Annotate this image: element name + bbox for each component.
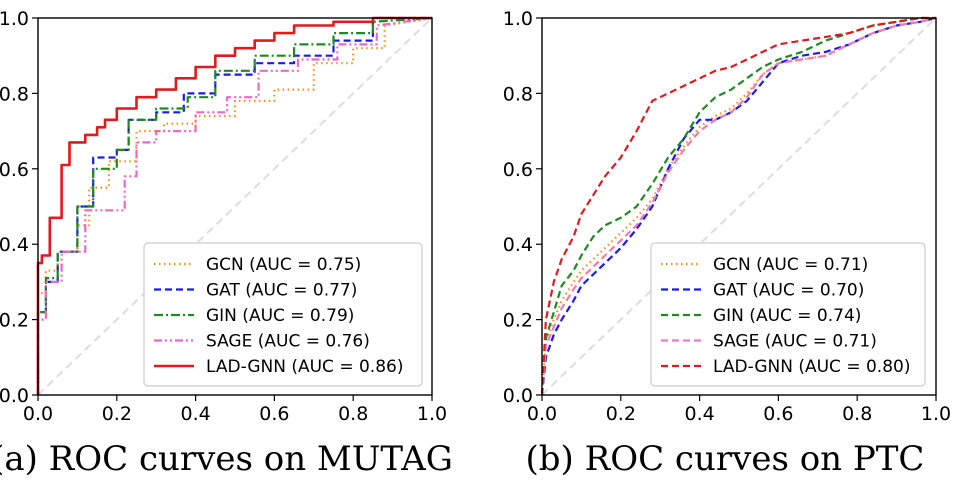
x-tick-label: 0.4 <box>180 403 210 425</box>
legend-label-0: GCN (AUC = 0.71) <box>713 255 868 275</box>
y-tick-label: 0.8 <box>503 83 533 105</box>
y-tick-label: 0.2 <box>503 310 533 332</box>
series-line-0 <box>36 16 433 395</box>
series-line-2 <box>36 16 433 395</box>
series-line-1 <box>540 16 937 396</box>
x-tick-label: 0.2 <box>606 403 636 425</box>
legend-label-3: SAGE (AUC = 0.71) <box>713 332 877 352</box>
x-tick-label: 0.6 <box>259 403 289 425</box>
legend-label-2: GIN (AUC = 0.79) <box>206 306 354 326</box>
x-tick-label: 0.0 <box>23 403 53 425</box>
legend-label-1: GAT (AUC = 0.70) <box>713 281 864 301</box>
x-tick-label: 1.0 <box>417 403 447 425</box>
y-tick-label: 0.0 <box>0 385 29 407</box>
y-tick-label: 0.2 <box>0 310 29 332</box>
series-line-4 <box>540 16 936 396</box>
y-tick-label: 0.6 <box>0 159 29 181</box>
x-tick-label: 0.8 <box>338 403 368 425</box>
panel-ptc: 0.0 0.2 0.4 0.6 0.8 1.0 0.0 0.2 0.4 0.6 0.8 1.0 GCN … <box>503 8 951 425</box>
panel-mutag: 0.0 0.2 0.4 0.6 0.8 1.0 0.0 0.2 0.4 0.6 0.8 1.0 GCN … <box>0 8 447 425</box>
x-tick-label: 0.6 <box>763 403 793 425</box>
legend-label-3: SAGE (AUC = 0.76) <box>206 332 370 352</box>
y-tick-label: 0.4 <box>503 234 533 256</box>
legend-box <box>143 242 423 387</box>
legend-label-4: LAD-GNN (AUC = 0.86) <box>206 357 403 377</box>
x-tick-label: 0.8 <box>842 403 872 425</box>
legend-box <box>650 242 926 387</box>
x-tick-label: 0.4 <box>684 403 714 425</box>
series-line-2 <box>540 16 936 396</box>
caption-ptc: (b) ROC curves on PTC <box>526 439 925 479</box>
x-tick-label: 1.0 <box>921 403 951 425</box>
series-line-3 <box>540 16 937 396</box>
y-tick-label: 0.8 <box>0 83 29 105</box>
series-line-1 <box>36 16 432 395</box>
legend-label-2: GIN (AUC = 0.74) <box>713 306 861 326</box>
series-line-3 <box>36 16 433 395</box>
caption-mutag: (a) ROC curves on MUTAG <box>0 439 453 479</box>
y-tick-label: 0.6 <box>503 159 533 181</box>
plot-frame <box>37 17 433 396</box>
y-tick-label: 0.4 <box>0 234 29 256</box>
y-tick-label: 1.0 <box>503 8 533 30</box>
x-tick-label: 0.2 <box>102 403 132 425</box>
legend-label-0: GCN (AUC = 0.75) <box>206 255 361 275</box>
legend-label-4: LAD-GNN (AUC = 0.80) <box>713 357 910 377</box>
series-line-4 <box>36 16 432 395</box>
y-tick-label: 1.0 <box>0 8 29 30</box>
legend-label-1: GAT (AUC = 0.77) <box>206 281 357 301</box>
plot-frame <box>541 17 937 396</box>
x-tick-label: 0.0 <box>527 403 557 425</box>
y-tick-label: 0.0 <box>503 385 533 407</box>
